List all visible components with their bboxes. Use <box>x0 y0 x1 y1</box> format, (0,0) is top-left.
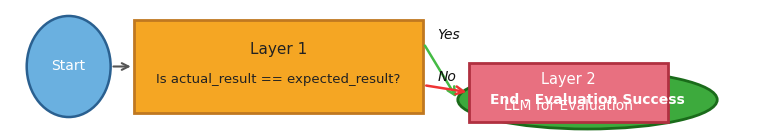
Text: Layer 2: Layer 2 <box>541 72 596 87</box>
Ellipse shape <box>27 16 111 117</box>
Text: Is actual_result == expected_result?: Is actual_result == expected_result? <box>156 73 401 86</box>
Ellipse shape <box>458 70 717 129</box>
Text: End - Evaluation Success: End - Evaluation Success <box>490 93 685 107</box>
Text: Layer 1: Layer 1 <box>250 42 307 57</box>
Text: Start: Start <box>52 59 85 74</box>
Text: LLM for Evaluation: LLM for Evaluation <box>504 99 633 113</box>
Text: No: No <box>437 70 456 84</box>
FancyBboxPatch shape <box>134 20 423 113</box>
FancyBboxPatch shape <box>469 63 668 122</box>
Text: Yes: Yes <box>437 28 460 42</box>
